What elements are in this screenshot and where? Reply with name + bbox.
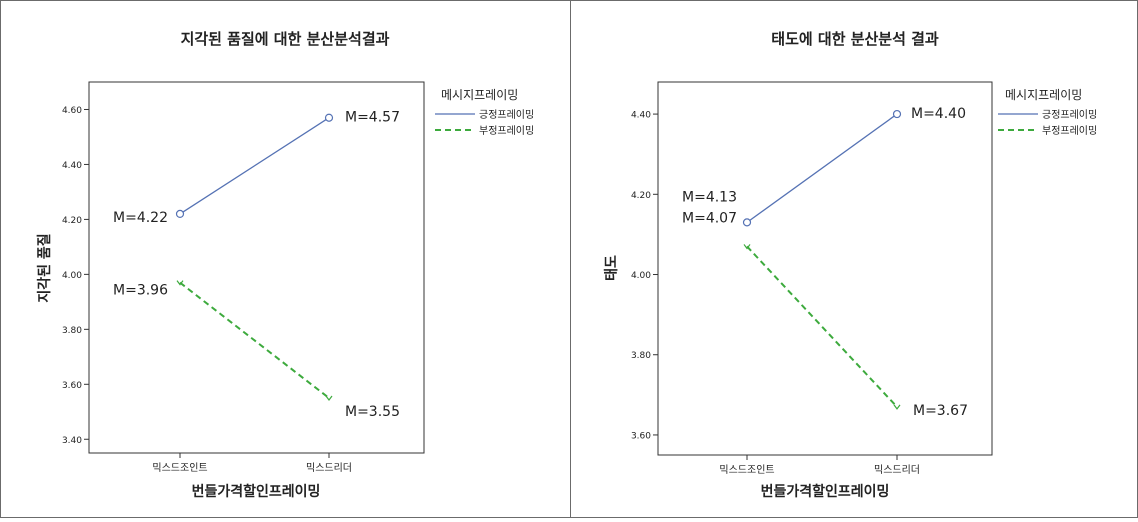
data-label: M=4.13 bbox=[682, 189, 737, 205]
series-line-negative bbox=[179, 281, 330, 399]
legend-entry-negative: 부정프레이밍 bbox=[479, 125, 534, 137]
x-tick-label: 믹스드리더 bbox=[874, 464, 920, 476]
data-label: M=4.07 bbox=[682, 210, 737, 226]
data-label: M=3.96 bbox=[113, 283, 168, 299]
plot-area bbox=[88, 81, 425, 454]
y-tick-label: 4.40 bbox=[631, 111, 651, 121]
data-point bbox=[175, 209, 185, 219]
legend-title: 메시지프레이밍 bbox=[1005, 88, 1082, 102]
y-axis-label: 지각된 품질 bbox=[36, 233, 53, 302]
x-axis-label: 번들가격할인프레이밍 bbox=[192, 483, 321, 500]
y-tick-label: 3.60 bbox=[62, 381, 82, 391]
chart-panel-1: 지각된 품질에 대한 분산분석결과 번들가격할인프레이밍 지각된 품질 메시지프… bbox=[36, 30, 534, 500]
data-label: M=4.22 bbox=[113, 210, 168, 226]
chart-title: 지각된 품질에 대한 분산분석결과 bbox=[181, 30, 390, 48]
legend-entry-negative: 부정프레이밍 bbox=[1042, 125, 1097, 137]
legend: 메시지프레이밍 긍정프레이밍 부정프레이밍 bbox=[998, 88, 1097, 137]
y-tick-label: 4.00 bbox=[62, 271, 82, 281]
y-tick-label: 3.40 bbox=[62, 436, 82, 446]
chart-marks: 3.60 3.80 4.00 4.20 4.40 믹스드조인트 믹스드리더 M=4.13 M=4… bbox=[631, 106, 968, 476]
data-label: M=4.40 bbox=[911, 106, 966, 122]
y-tick-label: 4.60 bbox=[62, 106, 82, 116]
data-point bbox=[325, 395, 333, 402]
legend: 메시지프레이밍 긍정프레이밍 부정프레이밍 bbox=[435, 88, 534, 137]
chart-title: 태도에 대한 분산분석 결과 bbox=[771, 30, 939, 48]
x-tick-label: 믹스드조인트 bbox=[152, 462, 207, 474]
legend-entry-positive: 긍정프레이밍 bbox=[479, 109, 534, 121]
series-line-positive bbox=[179, 117, 330, 215]
y-tick-label: 3.60 bbox=[631, 431, 651, 441]
y-axis-label: 태도 bbox=[604, 255, 620, 281]
data-label: M=4.57 bbox=[345, 110, 400, 126]
data-label: M=3.55 bbox=[345, 404, 400, 420]
data-point bbox=[742, 218, 752, 227]
legend-entry-positive: 긍정프레이밍 bbox=[1042, 109, 1097, 121]
x-tick-label: 믹스드조인트 bbox=[719, 464, 774, 476]
y-tick-label: 4.00 bbox=[631, 271, 651, 281]
y-tick-label: 4.20 bbox=[631, 191, 651, 201]
chart-marks: 3.40 3.60 3.80 4.00 4.20 4.40 4.60 믹스드조인트 믹스드리더 M… bbox=[62, 106, 400, 474]
y-tick-label: 4.20 bbox=[62, 216, 82, 226]
data-point bbox=[743, 244, 751, 250]
y-tick-label: 3.80 bbox=[62, 326, 82, 336]
series-line-positive bbox=[746, 113, 898, 223]
data-label: M=3.67 bbox=[913, 403, 968, 419]
x-tick-label: 믹스드리더 bbox=[306, 462, 352, 474]
data-point bbox=[176, 280, 184, 286]
data-point bbox=[324, 113, 334, 122]
series-line-negative bbox=[746, 245, 898, 408]
legend-title: 메시지프레이밍 bbox=[441, 88, 518, 102]
y-tick-label: 3.80 bbox=[631, 351, 651, 361]
x-axis-label: 번들가격할인프레이밍 bbox=[761, 483, 890, 500]
data-point bbox=[893, 404, 901, 410]
plot-area bbox=[657, 81, 993, 456]
y-tick-label: 4.40 bbox=[62, 161, 82, 171]
data-point bbox=[892, 109, 902, 119]
chart-panel-2: 태도에 대한 분산분석 결과 번들가격할인프레이밍 태도 메시지프레이밍 긍정프… bbox=[604, 30, 1097, 500]
